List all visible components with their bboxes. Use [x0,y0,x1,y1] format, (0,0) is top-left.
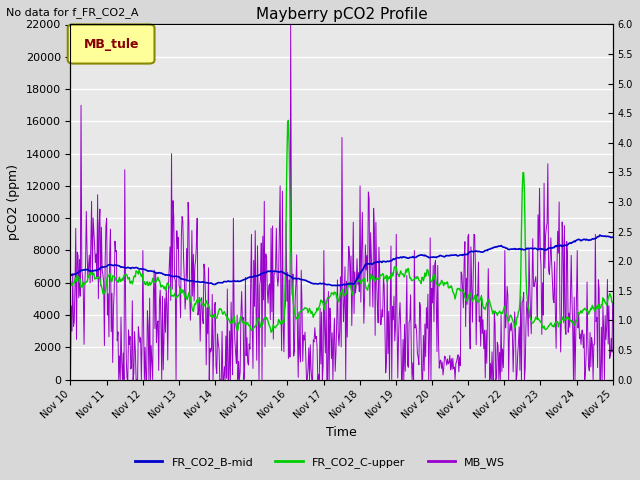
MB_WS [188,292,195,298]
Line: MB_WS: MB_WS [70,24,612,380]
MB_WS [216,377,223,383]
FR_CO2_B-mid [408,254,416,260]
Y-axis label: pCO2 (ppm): pCO2 (ppm) [7,164,20,240]
FR_CO2_B-mid [76,268,84,274]
FR_CO2_C-upper [268,329,275,335]
FR_CO2_C-upper [425,272,433,278]
FR_CO2_B-mid [424,254,432,260]
MB_WS [609,299,616,305]
MB_WS [132,377,140,383]
MB_WS [287,22,294,27]
Line: FR_CO2_C-upper: FR_CO2_C-upper [70,120,612,332]
X-axis label: Time: Time [326,426,357,440]
MB_WS [67,377,74,383]
FR_CO2_C-upper [132,268,140,274]
FR_CO2_B-mid [336,283,344,288]
FR_CO2_C-upper [609,299,616,305]
FancyBboxPatch shape [68,24,154,63]
Text: MB_tule: MB_tule [83,37,139,50]
MB_WS [408,377,416,383]
FR_CO2_C-upper [76,276,84,282]
Title: Mayberry pCO2 Profile: Mayberry pCO2 Profile [256,7,428,22]
FR_CO2_B-mid [67,273,74,278]
MB_WS [424,291,432,297]
FR_CO2_C-upper [409,277,417,283]
FR_CO2_B-mid [596,232,604,238]
Line: FR_CO2_B-mid: FR_CO2_B-mid [70,235,612,286]
FR_CO2_B-mid [609,234,616,240]
FR_CO2_C-upper [188,299,195,304]
FR_CO2_B-mid [216,280,223,286]
FR_CO2_C-upper [285,118,292,123]
Legend: FR_CO2_B-mid, FR_CO2_C-upper, MB_WS: FR_CO2_B-mid, FR_CO2_C-upper, MB_WS [131,452,509,472]
FR_CO2_C-upper [216,306,223,312]
FR_CO2_B-mid [132,264,140,270]
Text: No data for f_FR_CO2_A: No data for f_FR_CO2_A [6,7,139,18]
MB_WS [76,293,84,299]
FR_CO2_B-mid [188,278,195,284]
FR_CO2_C-upper [67,277,74,283]
